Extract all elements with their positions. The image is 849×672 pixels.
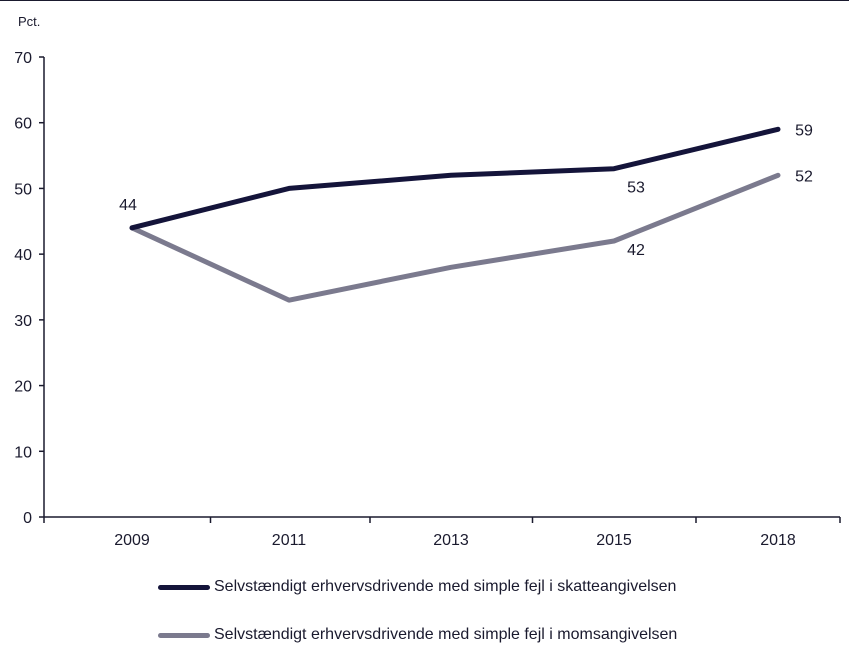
y-tick-label: 0: [23, 510, 32, 527]
series-line-skat: [129, 126, 781, 231]
data-label-skat-2015: 53: [627, 180, 645, 197]
line-chart: Pct. 0 10 20 30 40 50 60 70 2009 2011 2013 2015 201…: [14, 14, 841, 549]
legend-label-skat: Selvstændigt erhvervsdrivende med simple…: [214, 578, 677, 595]
data-label-moms-2015: 42: [627, 242, 645, 259]
legend-swatch-moms: [158, 632, 210, 638]
y-tick-label: 40: [14, 247, 32, 264]
y-tick-label: 30: [14, 313, 32, 330]
y-tick-label: 50: [14, 181, 32, 198]
x-tick-label: 2015: [596, 532, 632, 549]
data-label-skat-2018: 59: [795, 122, 813, 139]
data-label-moms-2018: 52: [795, 168, 813, 185]
y-tick-label: 70: [14, 50, 32, 67]
top-rule: [0, 0, 849, 1]
legend-item-skat: Selvstændigt erhvervsdrivende med simple…: [158, 576, 677, 598]
x-tick-label: 2009: [114, 532, 150, 549]
legend-swatch-skat: [158, 584, 210, 590]
y-axis: 0 10 20 30 40 50 60 70: [14, 50, 45, 527]
series-line-moms: [129, 172, 781, 303]
x-tick-label: 2013: [433, 532, 469, 549]
y-tick-label: 10: [14, 444, 32, 461]
data-labels: 44 53 59 42 52: [119, 122, 813, 259]
legend-label-moms: Selvstændigt erhvervsdrivende med simple…: [214, 626, 678, 643]
data-label-skat-2009: 44: [119, 197, 137, 214]
legend: Selvstændigt erhvervsdrivende med simple…: [158, 576, 677, 672]
y-tick-label: 60: [14, 116, 32, 133]
legend-item-moms: Selvstændigt erhvervsdrivende med simple…: [158, 624, 677, 646]
y-tick-label: 20: [14, 379, 32, 396]
x-tick-label: 2011: [272, 532, 307, 549]
x-axis: 2009 2011 2013 2015 2018: [43, 516, 841, 549]
x-tick-label: 2018: [760, 532, 796, 549]
series-lines: [129, 126, 781, 303]
y-unit-label: Pct.: [18, 14, 40, 29]
